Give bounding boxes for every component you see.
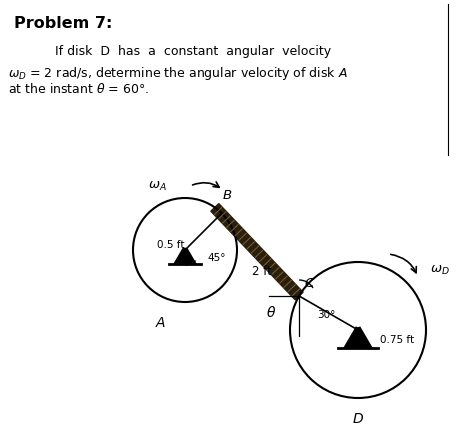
- Text: 0.5 ft: 0.5 ft: [157, 240, 185, 250]
- Polygon shape: [344, 324, 372, 348]
- Text: A: A: [155, 316, 165, 330]
- Text: D: D: [353, 412, 363, 426]
- Circle shape: [356, 321, 360, 326]
- Text: 0.75 ft: 0.75 ft: [380, 335, 414, 345]
- Polygon shape: [174, 245, 196, 264]
- Text: B: B: [223, 190, 232, 202]
- Text: $\omega_D$: $\omega_D$: [430, 263, 450, 277]
- Text: 30°: 30°: [317, 310, 336, 320]
- Text: If disk  D  has  a  constant  angular  velocity: If disk D has a constant angular velocit…: [55, 45, 331, 58]
- Text: C: C: [304, 277, 313, 290]
- Text: $\omega_D$ = 2 rad/s, determine the angular velocity of disk $A$: $\omega_D$ = 2 rad/s, determine the angu…: [8, 65, 348, 82]
- Text: 45°: 45°: [207, 253, 226, 263]
- Text: 2 ft: 2 ft: [252, 265, 272, 278]
- Text: at the instant $\theta$ = 60°.: at the instant $\theta$ = 60°.: [8, 82, 149, 96]
- Text: $\omega_A$: $\omega_A$: [147, 179, 166, 193]
- Text: $\theta$: $\theta$: [266, 305, 276, 320]
- Circle shape: [183, 243, 187, 247]
- Text: Problem 7:: Problem 7:: [14, 16, 112, 31]
- Polygon shape: [211, 204, 303, 300]
